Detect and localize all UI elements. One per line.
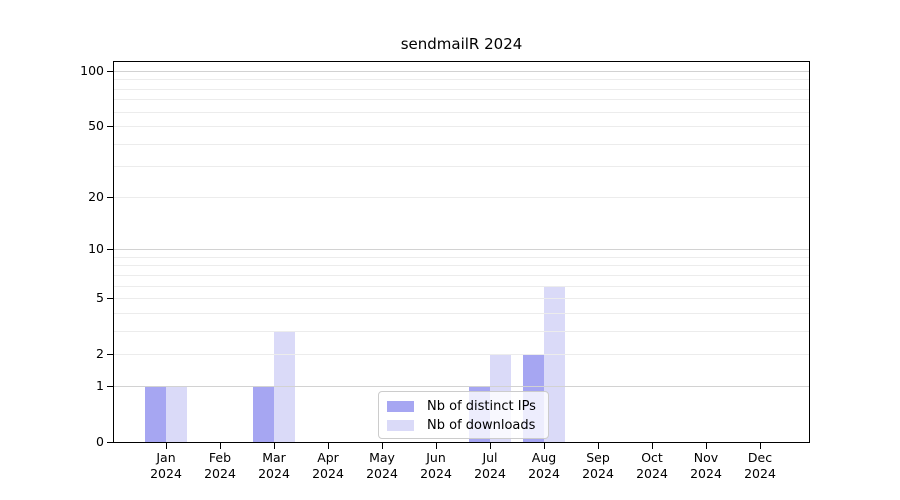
gridline-minor	[114, 88, 809, 90]
gridline-minor	[114, 298, 809, 299]
y-tick-label: 50	[88, 117, 104, 133]
y-axis-tick	[107, 353, 113, 355]
x-tick-label: Jan 2024	[150, 450, 182, 481]
x-tick-label: Jul 2024	[474, 450, 506, 481]
x-tick-label: Aug 2024	[528, 450, 560, 481]
gridline-major	[114, 386, 809, 388]
x-axis-tick	[598, 443, 599, 449]
y-tick-label: 5	[96, 290, 104, 305]
gridline-minor	[114, 111, 809, 113]
y-axis-tick	[107, 386, 113, 388]
x-tick-label: Mar 2024	[258, 450, 290, 481]
gridline-minor	[114, 99, 809, 101]
gridline-minor	[114, 312, 809, 314]
x-axis-tick	[328, 443, 329, 449]
chart-title: sendmailR 2024	[400, 35, 523, 53]
x-axis-tick	[706, 443, 707, 449]
x-tick-label: Oct 2024	[636, 450, 668, 481]
x-tick-label: Apr 2024	[312, 450, 344, 481]
bar-distinct-ips-jan	[145, 386, 166, 442]
gridline-minor	[114, 330, 809, 332]
legend-label-downloads: Nb of downloads	[427, 418, 536, 433]
x-tick-label: Jun 2024	[420, 450, 452, 481]
x-axis-tick	[382, 443, 383, 449]
y-tick-label: 1	[96, 378, 104, 394]
y-axis-tick	[107, 298, 113, 299]
plot-area	[113, 61, 810, 443]
y-tick-label: 20	[88, 189, 104, 205]
gridline-major	[114, 249, 809, 251]
gridline-minor	[114, 79, 809, 81]
x-tick-label: May 2024	[366, 450, 398, 481]
gridline-minor	[114, 256, 809, 258]
y-tick-label: 2	[96, 345, 104, 361]
gridline-minor	[114, 353, 809, 355]
gridline-minor	[114, 197, 809, 199]
gridline-minor	[114, 274, 809, 276]
y-axis-tick	[107, 71, 113, 72]
x-axis-tick	[490, 443, 491, 449]
x-tick-label: Dec 2024	[744, 450, 776, 481]
y-tick-label: 0	[96, 434, 104, 449]
x-axis-tick	[166, 443, 167, 449]
x-axis-tick	[274, 443, 275, 449]
legend-item-distinct-ips: Nb of distinct IPs	[387, 397, 548, 416]
x-axis-tick	[544, 443, 545, 449]
y-axis-tick	[107, 197, 113, 199]
legend-label-distinct-ips: Nb of distinct IPs	[427, 399, 536, 414]
legend-swatch-downloads-icon	[387, 420, 414, 431]
y-tick-label: 100	[80, 63, 104, 78]
gridline-minor	[114, 285, 809, 287]
legend-swatch-distinct-ips-icon	[387, 401, 414, 412]
bar-downloads-jan	[166, 386, 187, 442]
gridline-major	[114, 71, 809, 72]
legend-item-downloads: Nb of downloads	[387, 416, 548, 435]
y-tick-label: 10	[88, 241, 104, 257]
x-tick-label: Feb 2024	[204, 450, 236, 481]
x-axis-tick	[652, 443, 653, 449]
y-axis-tick	[107, 442, 113, 443]
y-axis-tick	[107, 125, 113, 127]
x-axis-tick	[220, 443, 221, 449]
x-tick-label: Sep 2024	[582, 450, 614, 481]
x-axis-tick	[436, 443, 437, 449]
gridline-minor	[114, 265, 809, 267]
bar-distinct-ips-mar	[253, 386, 274, 442]
legend: Nb of distinct IPs Nb of downloads	[378, 391, 549, 439]
gridline-minor	[114, 143, 809, 145]
gridline-minor	[114, 125, 809, 127]
x-tick-label: Nov 2024	[690, 450, 722, 481]
gridline-minor	[114, 165, 809, 167]
bar-downloads-aug	[544, 285, 565, 442]
y-axis-tick	[107, 249, 113, 251]
x-axis-tick	[760, 443, 761, 449]
